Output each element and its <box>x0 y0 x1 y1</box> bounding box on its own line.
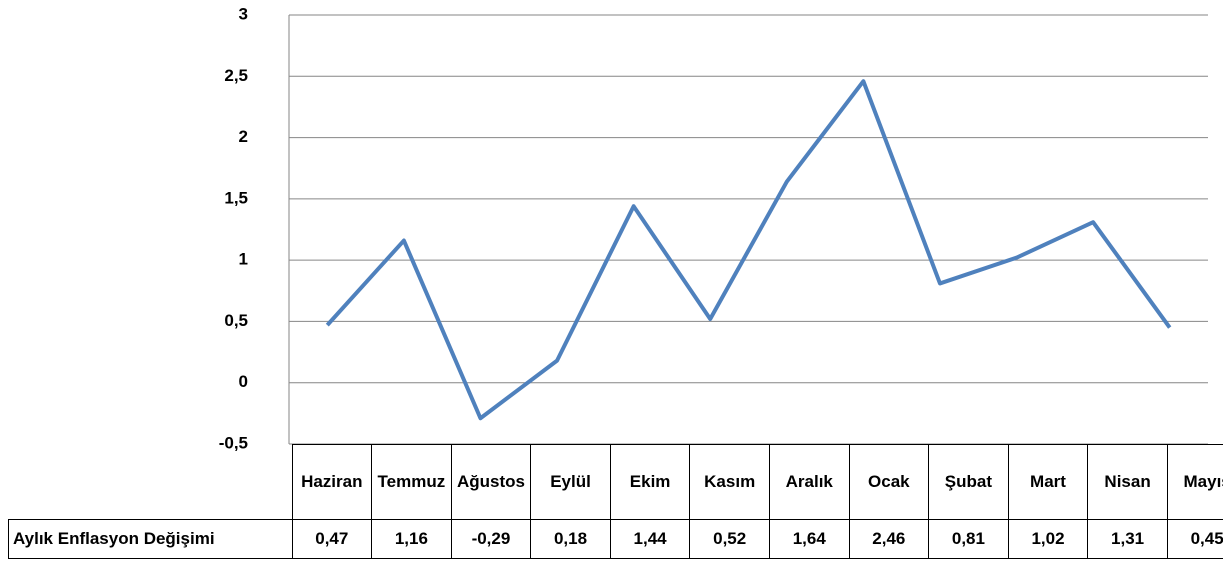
y-tick-label: 2,5 <box>224 66 248 85</box>
x-tick-label: Mayıs <box>1166 444 1223 520</box>
table-corner <box>8 444 293 520</box>
value-label: 1,31 <box>1087 519 1168 559</box>
x-tick-label: Aralık <box>768 444 850 520</box>
data-line <box>325 79 1172 421</box>
value-label: 1,44 <box>609 519 691 559</box>
x-tick-label: Şubat <box>928 444 1009 520</box>
x-tick-label: Ocak <box>848 444 930 520</box>
value-label: 1,16 <box>371 519 452 559</box>
x-tick-label: Kasım <box>689 444 770 520</box>
value-label: 0,45 <box>1166 519 1223 559</box>
data-table: Haziran Temmuz Ağustos Eylül Ekim Kasım Aralık… <box>8 444 1223 559</box>
value-label: -0,29 <box>450 519 532 559</box>
value-label: 0,52 <box>689 519 770 559</box>
values-row: Aylık Enflasyon Değişimi 0,47 1,16 -0,29 0,1… <box>8 519 1223 559</box>
y-tick-label: 0,5 <box>224 311 248 330</box>
y-tick-label: 0 <box>239 372 248 391</box>
y-tick-label: 3 <box>239 4 248 23</box>
value-label: 1,02 <box>1007 519 1089 559</box>
x-tick-label: Ekim <box>609 444 691 520</box>
value-label: 0,18 <box>530 519 611 559</box>
y-tick-label: 2 <box>239 127 248 146</box>
x-tick-label: Haziran <box>291 444 373 520</box>
header-row: Haziran Temmuz Ağustos Eylül Ekim Kasım Aralık… <box>8 444 1223 520</box>
x-tick-label: Eylül <box>530 444 611 520</box>
legend-label: Aylık Enflasyon Değişimi <box>8 519 293 559</box>
x-tick-label: Nisan <box>1087 444 1168 520</box>
y-tick-label: 1,5 <box>224 188 248 207</box>
value-label: 2,46 <box>848 519 930 559</box>
x-tick-label: Mart <box>1007 444 1089 520</box>
value-label: 0,81 <box>928 519 1009 559</box>
value-label: 0,47 <box>291 519 373 559</box>
y-tick-label: 1 <box>239 250 248 269</box>
value-label: 1,64 <box>768 519 850 559</box>
x-tick-label: Ağustos <box>450 444 532 520</box>
x-tick-label: Temmuz <box>371 444 452 520</box>
